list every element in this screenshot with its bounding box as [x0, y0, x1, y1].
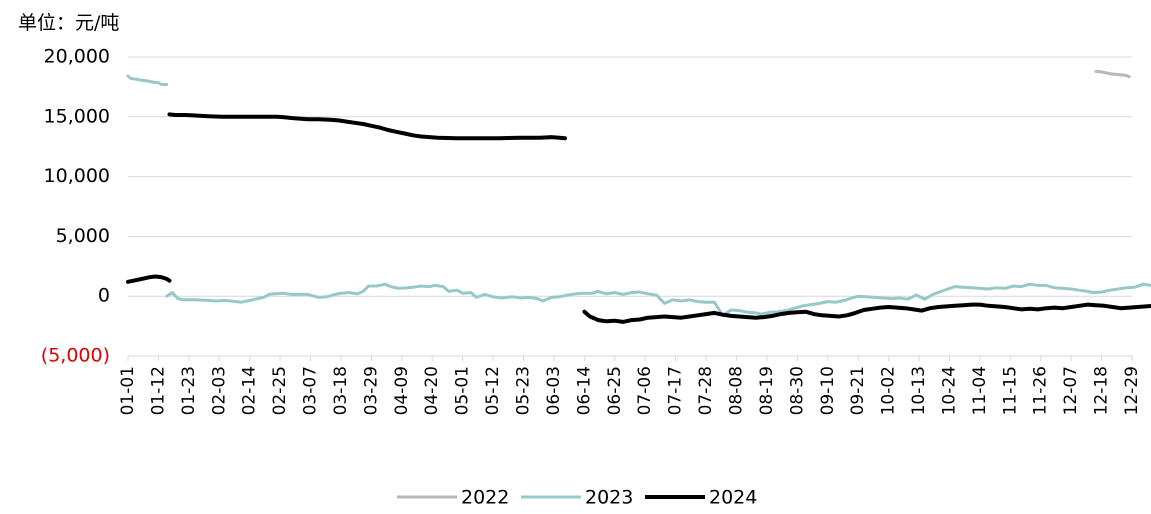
unit-label: 单位：元/吨 — [18, 12, 120, 34]
legend: 2022 2023 2024 — [397, 487, 757, 509]
series-lines — [126, 69, 1151, 324]
series-line-2024 — [582, 302, 1151, 324]
x-tick-label: 05-23 — [514, 366, 534, 415]
series-line-2024 — [167, 112, 567, 141]
series-line-2023 — [165, 282, 1151, 317]
x-tick-label: 04-20 — [422, 366, 442, 415]
series-line-2022 — [1094, 69, 1131, 79]
x-tick-label: 08-30 — [787, 366, 807, 415]
x-tick-label: 10-24 — [939, 366, 959, 415]
series-line-2023 — [126, 74, 169, 86]
x-tick-label: 03-29 — [361, 366, 381, 415]
x-tick-label: 11-04 — [970, 366, 990, 415]
x-tick-label: 10-13 — [909, 366, 929, 415]
x-tick-label: 01-01 — [118, 366, 138, 415]
x-tick-label: 12-29 — [1122, 366, 1142, 415]
y-tick-label: 0 — [98, 285, 110, 307]
x-tick-label: 11-26 — [1031, 366, 1051, 415]
x-tick-label: 11-15 — [1000, 366, 1020, 415]
x-tick-label: 05-01 — [453, 366, 473, 415]
x-tick-label: 02-25 — [270, 366, 290, 415]
legend-label-2023: 2023 — [585, 487, 633, 509]
x-tick-label: 12-18 — [1092, 366, 1112, 415]
x-tick-label: 07-17 — [666, 366, 686, 415]
y-tick-label: 20,000 — [44, 46, 110, 68]
y-tick-label: 5,000 — [56, 225, 110, 247]
y-tick-label: (5,000) — [41, 345, 110, 367]
y-axis-ticks: 20,000 15,000 10,000 5,000 0 (5,000) — [41, 46, 110, 367]
x-tick-label: 07-06 — [635, 366, 655, 415]
x-tick-label: 08-08 — [726, 366, 746, 415]
series-line-2024 — [126, 274, 172, 284]
x-tick-label: 02-14 — [240, 366, 260, 415]
x-tick-label: 06-25 — [605, 366, 625, 415]
gridlines — [128, 56, 1132, 357]
x-tick-label: 09-21 — [848, 366, 868, 415]
x-tick-label: 04-09 — [392, 366, 412, 415]
x-tick-label: 02-03 — [209, 366, 229, 415]
x-tick-label: 01-12 — [148, 366, 168, 415]
x-tick-label: 08-19 — [757, 366, 777, 415]
x-tick-label: 06-03 — [544, 366, 564, 415]
x-tick-label: 09-10 — [818, 366, 838, 415]
y-tick-label: 10,000 — [44, 165, 110, 187]
x-tick-label: 03-07 — [301, 366, 321, 415]
x-tick-label: 12-07 — [1061, 366, 1081, 415]
x-tick-label: 05-12 — [483, 366, 503, 415]
x-tick-label: 10-02 — [879, 366, 899, 415]
x-tick-label: 06-14 — [574, 366, 594, 415]
y-tick-label: 15,000 — [44, 105, 110, 127]
legend-label-2022: 2022 — [461, 487, 509, 509]
x-tick-label: 03-18 — [331, 366, 351, 415]
x-tick-label: 07-28 — [696, 366, 716, 415]
legend-label-2024: 2024 — [709, 487, 757, 509]
x-tick-label: 01-23 — [179, 366, 199, 415]
x-axis-ticks: 01-01 01-12 01-23 02-03 02-14 02-25 03-07 03-18… — [118, 356, 1142, 415]
